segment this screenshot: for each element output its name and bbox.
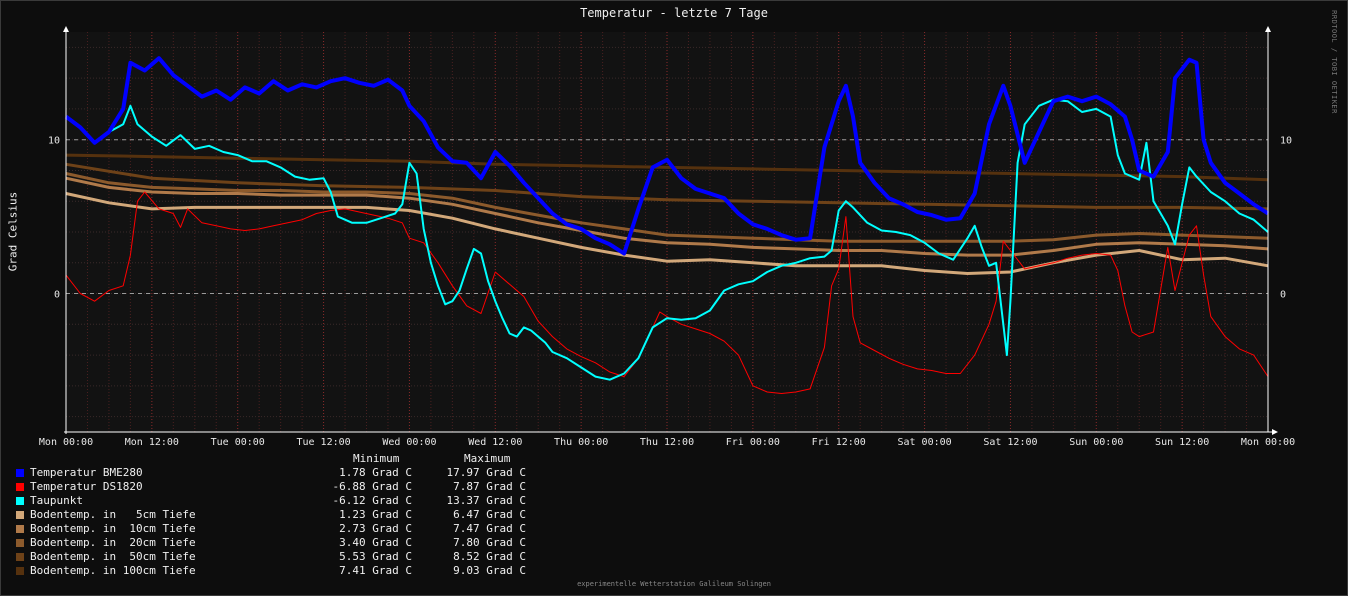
chart-title: Temperatur - letzte 7 Tage xyxy=(580,6,768,20)
x-tick-label: Sun 00:00 xyxy=(1069,437,1123,448)
x-axis-arrow xyxy=(1272,429,1278,435)
legend-series-name: Bodentemp. in 5cm Tiefe xyxy=(30,508,196,521)
x-tick-label: Tue 12:00 xyxy=(296,437,350,448)
series-line-6 xyxy=(65,162,1269,211)
tick-labels: Mon 00:00 Mon 12:00 Tue 00:00 Tue 12:00 Wed … xyxy=(39,136,1295,448)
x-tick-label: Fri 12:00 xyxy=(812,437,866,448)
legend-series-name: Bodentemp. in 10cm Tiefe xyxy=(30,522,196,535)
y-tick-label-left: 0 xyxy=(54,290,60,301)
x-tick-label: Sat 00:00 xyxy=(897,437,951,448)
legend-min-value: 1.23 Grad C xyxy=(339,508,412,521)
legend-min-value: -6.88 Grad C xyxy=(332,480,412,493)
y-axis-arrow-left xyxy=(63,26,69,32)
series-group xyxy=(64,56,1270,394)
x-tick-label: Fri 00:00 xyxy=(726,437,780,448)
legend-max-value: 17.97 Grad C xyxy=(446,466,526,479)
legend-min-value: 3.40 Grad C xyxy=(339,536,412,549)
series-line-5 xyxy=(65,172,1269,243)
legend-min-value: 1.78 Grad C xyxy=(339,466,412,479)
legend-min-value: 2.73 Grad C xyxy=(339,522,412,535)
legend-min-value: 7.41 Grad C xyxy=(339,564,412,577)
grid xyxy=(66,32,1268,432)
legend-swatch xyxy=(16,469,24,477)
legend-swatch xyxy=(16,483,24,491)
x-tick-label: Mon 00:00 xyxy=(39,437,93,448)
x-tick-label: Tue 00:00 xyxy=(211,437,265,448)
y-tick-label-left: 10 xyxy=(48,136,60,147)
legend-max-value: 13.37 Grad C xyxy=(446,494,526,507)
legend-series-name: Bodentemp. in 50cm Tiefe xyxy=(30,550,196,563)
legend-series-name: Temperatur BME280 xyxy=(30,466,143,479)
x-tick-label: Wed 12:00 xyxy=(468,437,522,448)
y-tick-label-right: 10 xyxy=(1280,136,1292,147)
series-line-4 xyxy=(65,176,1269,257)
y-axis-arrow-right xyxy=(1265,26,1271,32)
footer-credit: experimentelle Wetterstation Galileum So… xyxy=(577,580,771,588)
legend-swatch xyxy=(16,553,24,561)
legend-max-value: 7.87 Grad C xyxy=(453,480,526,493)
legend-series-name: Bodentemp. in 20cm Tiefe xyxy=(30,536,196,549)
x-tick-label: Mon 12:00 xyxy=(125,437,179,448)
legend-max-value: 6.47 Grad C xyxy=(453,508,526,521)
legend-max-value: 8.52 Grad C xyxy=(453,550,526,563)
legend-swatch xyxy=(16,511,24,519)
x-tick-label: Thu 00:00 xyxy=(554,437,608,448)
axes xyxy=(63,26,1278,435)
legend-min-value: 5.53 Grad C xyxy=(339,550,412,563)
legend-header-max: Maximum xyxy=(464,452,511,465)
legend-header-min: Minimum xyxy=(353,452,400,465)
series-line-7 xyxy=(65,153,1269,182)
legend-min-value: -6.12 Grad C xyxy=(332,494,412,507)
legend-swatch xyxy=(16,567,24,575)
series-line-1 xyxy=(65,191,1269,394)
legend-swatch xyxy=(16,525,24,533)
series-line-2 xyxy=(65,98,1269,381)
x-tick-label: Mon 00:00 xyxy=(1241,437,1295,448)
legend-swatch xyxy=(16,497,24,505)
x-tick-label: Wed 00:00 xyxy=(382,437,436,448)
legend-max-value: 7.47 Grad C xyxy=(453,522,526,535)
legend-series-name: Taupunkt xyxy=(30,494,83,507)
x-tick-label: Sat 12:00 xyxy=(983,437,1037,448)
series-line-3 xyxy=(65,192,1269,275)
legend-swatch xyxy=(16,539,24,547)
legend-max-value: 9.03 Grad C xyxy=(453,564,526,577)
x-tick-label: Thu 12:00 xyxy=(640,437,694,448)
legend-series-name: Bodentemp. in 100cm Tiefe xyxy=(30,564,196,577)
series-line-0 xyxy=(64,56,1270,256)
y-tick-label-right: 0 xyxy=(1280,290,1286,301)
legend-series-name: Temperatur DS1820 xyxy=(30,480,143,493)
legend-max-value: 7.80 Grad C xyxy=(453,536,526,549)
x-tick-label: Sun 12:00 xyxy=(1155,437,1209,448)
